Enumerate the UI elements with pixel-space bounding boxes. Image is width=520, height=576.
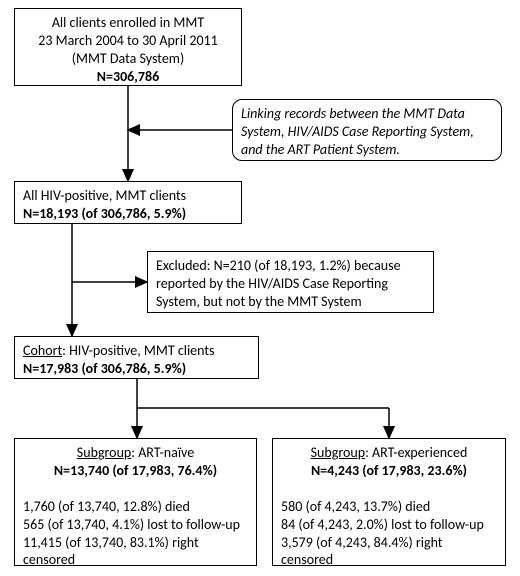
node-hivpos-line: All HIV-positive, MMT clients [23, 187, 233, 205]
node-hivpos: All HIV-positive, MMT clientsN=18,193 (o… [14, 181, 242, 224]
node-naive-line: 11,415 (of 13,740, 83.1%) right censored [23, 534, 248, 570]
node-naive-line: N=13,740 (of 17,983, 76.4%) [23, 462, 248, 480]
node-cohort-span: : HIV-positive, MMT clients [62, 342, 214, 359]
node-cohort-span: Cohort [23, 342, 62, 359]
node-exp-span: : ART-experienced [365, 444, 467, 461]
node-exp-span: Subgroup [311, 444, 365, 461]
node-exp-line: 580 (of 4,243, 13.7%) died [281, 498, 497, 516]
node-excluded-line: System, but not by the MMT System [156, 293, 425, 311]
node-linking-line: and the ART Patient System. [241, 141, 493, 159]
node-naive-line: 565 (of 13,740, 4.1%) lost to follow-up [23, 516, 248, 534]
node-excluded: Excluded: N=210 (of 18,193, 1.2%) becaus… [147, 251, 434, 313]
node-enrolled-line: (MMT Data System) [23, 50, 233, 68]
node-naive-line: 1,760 (of 13,740, 12.8%) died [23, 498, 248, 516]
node-hivpos-line: N=18,193 (of 306,786, 5.9%) [23, 205, 233, 223]
node-naive-span: Subgroup [77, 444, 131, 461]
node-exp-line: N=4,243 (of 17,983, 23.6%) [281, 462, 497, 480]
node-excluded-line: reported by the HIV/AIDS Case Reporting [156, 275, 425, 293]
node-naive-span: : ART-naïve [131, 444, 194, 461]
node-naive-line [23, 480, 248, 498]
node-excluded-line: Excluded: N=210 (of 18,193, 1.2%) becaus… [156, 257, 425, 275]
node-enrolled: All clients enrolled in MMT23 March 2004… [14, 8, 242, 86]
node-naive: Subgroup: ART-naïveN=13,740 (of 17,983, … [14, 438, 257, 566]
node-exp-line [281, 480, 497, 498]
node-enrolled-line: All clients enrolled in MMT [23, 14, 233, 32]
node-cohort-line: Cohort: HIV-positive, MMT clients [23, 342, 250, 360]
node-cohort: Cohort: HIV-positive, MMT clientsN=17,98… [14, 336, 259, 379]
node-exp-line: 84 (of 4,243, 2.0%) lost to follow-up [281, 516, 497, 534]
node-enrolled-line: 23 March 2004 to 30 April 2011 [23, 32, 233, 50]
node-enrolled-line: N=306,786 [23, 68, 233, 86]
node-exp-line: Subgroup: ART-experienced [281, 444, 497, 462]
node-cohort-line: N=17,983 (of 306,786, 5.9%) [23, 360, 250, 378]
node-naive-line: Subgroup: ART-naïve [23, 444, 248, 462]
node-exp-line: 3,579 (of 4,243, 84.4%) right censored [281, 534, 497, 570]
node-linking: Linking records between the MMT DataSyst… [232, 99, 502, 161]
node-linking-line: Linking records between the MMT Data [241, 105, 493, 123]
node-linking-line: System, HIV/AIDS Case Reporting System, [241, 123, 493, 141]
node-exp: Subgroup: ART-experiencedN=4,243 (of 17,… [272, 438, 506, 566]
